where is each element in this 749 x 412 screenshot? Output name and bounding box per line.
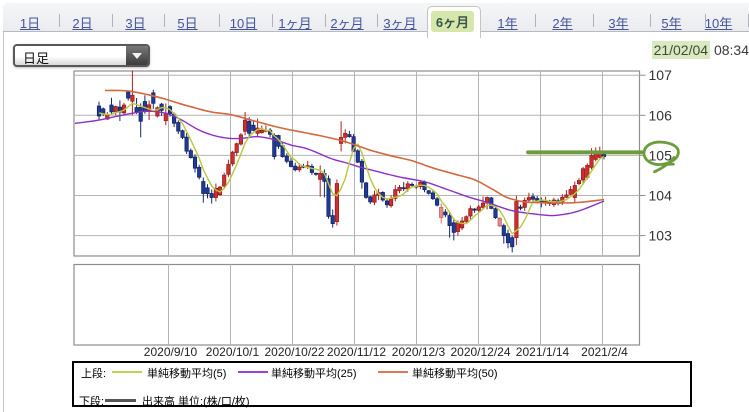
- svg-text:106: 106: [649, 107, 673, 123]
- svg-text:2020/11/12: 2020/11/12: [327, 345, 386, 359]
- svg-text:103: 103: [649, 228, 673, 244]
- svg-text:2021/2/4: 2021/2/4: [581, 345, 628, 359]
- svg-text:2020/12/3: 2020/12/3: [392, 345, 446, 359]
- svg-text:2020/10/1: 2020/10/1: [206, 345, 260, 359]
- svg-text:2020/12/24: 2020/12/24: [450, 345, 510, 359]
- svg-text:2020/10/22: 2020/10/22: [264, 345, 324, 359]
- svg-text:2021/1/14: 2021/1/14: [516, 345, 570, 359]
- svg-text:105: 105: [649, 147, 673, 163]
- svg-text:107: 107: [649, 67, 673, 83]
- svg-text:104: 104: [649, 188, 673, 204]
- svg-text:2020/9/10: 2020/9/10: [144, 345, 198, 359]
